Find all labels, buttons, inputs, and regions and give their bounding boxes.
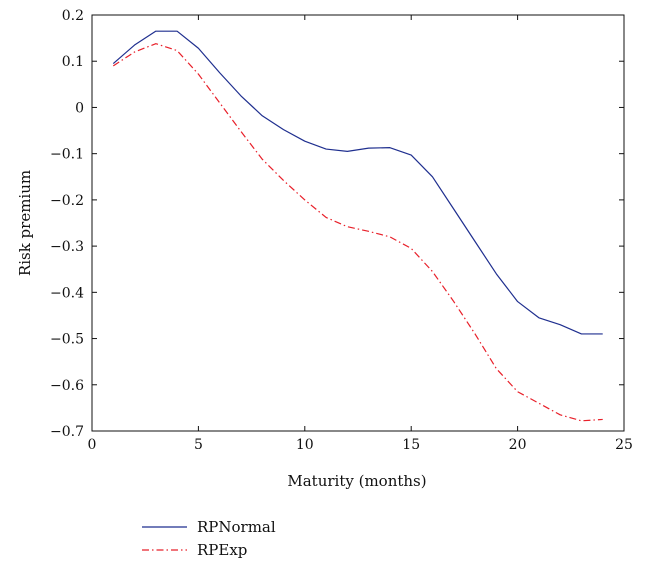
- legend: RPNormal RPExp: [142, 518, 276, 559]
- x-tick-label: 20: [509, 437, 527, 453]
- x-axis-label: Maturity (months): [287, 472, 426, 490]
- series-line-rpexp: [112, 43, 603, 422]
- x-tick-label: 15: [402, 437, 420, 453]
- legend-label-rpnormal: RPNormal: [197, 518, 276, 536]
- y-tick-label: −0.2: [50, 193, 84, 209]
- y-tick-label: 0.1: [62, 54, 84, 70]
- x-tick-label: 10: [296, 437, 314, 453]
- y-tick-label: −0.5: [50, 332, 84, 348]
- y-tick-label: 0.2: [62, 8, 84, 24]
- x-tick-label: 25: [615, 437, 633, 453]
- plot-frame: [91, 14, 625, 432]
- y-tick-label: −0.4: [50, 285, 84, 301]
- x-tick-label: 0: [88, 437, 97, 453]
- y-tick-label: −0.1: [50, 147, 84, 163]
- y-tick-label: −0.3: [50, 239, 84, 255]
- y-tick-label: 0: [75, 100, 84, 116]
- series-lines: [112, 30, 603, 422]
- y-axis-label: Risk premium: [16, 170, 34, 276]
- y-tick-label: −0.7: [50, 424, 84, 440]
- plot-area-border: [91, 14, 625, 432]
- x-tick-label: 5: [194, 437, 203, 453]
- y-tick-label: −0.6: [50, 378, 84, 394]
- axis-ticks: 0 5 10 15 20 25 0.2 0.1 0 −0.1 −0.2 −0.3 −0.4 −0.5 −0.…: [50, 8, 633, 453]
- legend-label-rpexp: RPExp: [197, 541, 247, 559]
- series-line-rpnormal: [112, 30, 603, 335]
